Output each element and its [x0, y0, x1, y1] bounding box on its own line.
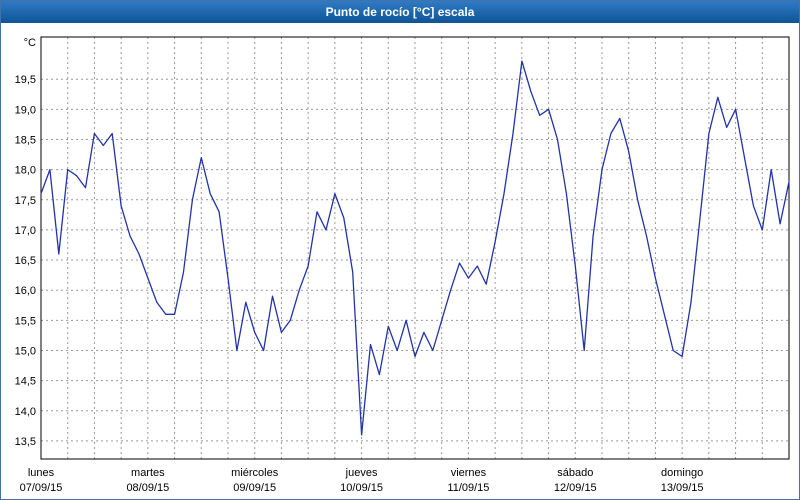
x-axis-day-label: viernes — [451, 467, 487, 479]
y-axis-tick-label: 16,5 — [15, 255, 36, 267]
x-axis-date-label: 09/09/15 — [233, 482, 276, 494]
x-axis-day-label: jueves — [345, 467, 378, 479]
chart-area: 19,5 19,0 18,5 18,0 17,5 17,0 16,5 16,0 15,5 15,0… — [1, 23, 799, 499]
y-axis-tick-label: 15,5 — [15, 315, 36, 327]
y-axis-tick-label: 18,5 — [15, 134, 36, 146]
y-axis-tick-label: 18,0 — [15, 165, 36, 177]
y-axis-tick-label: 15,0 — [15, 345, 36, 357]
x-axis-day-label: miércoles — [231, 467, 279, 479]
plot-frame — [40, 36, 790, 460]
x-axis-date-label: 07/09/15 — [20, 482, 63, 494]
dew-point-line — [40, 60, 790, 436]
x-axis-date-label: 10/09/15 — [340, 482, 383, 494]
y-axis-tick-label: 17,5 — [15, 195, 36, 207]
y-axis-tick-label: 13,5 — [15, 436, 36, 448]
y-axis-unit-label: °C — [24, 37, 36, 49]
y-axis-tick-label: 16,0 — [15, 285, 36, 297]
y-axis-tick-label: 19,0 — [15, 104, 36, 116]
y-axis-tick-label: 17,0 — [15, 225, 36, 237]
y-axis-tick-label: 14,5 — [15, 376, 36, 388]
x-axis-date-label: 13/09/15 — [661, 482, 704, 494]
y-axis-tick-label: 14,0 — [15, 406, 36, 418]
x-axis-day-label: sábado — [557, 467, 593, 479]
window-title: Punto de rocío [°C] escala — [325, 5, 475, 19]
x-axis-date-label: 11/09/15 — [447, 482, 489, 494]
window-titlebar[interactable]: Punto de rocío [°C] escala — [1, 1, 799, 23]
x-axis-date-label: 12/09/15 — [554, 482, 597, 494]
dew-point-line-chart: 19,5 19,0 18,5 18,0 17,5 17,0 16,5 16,0 15,5 15,0… — [15, 36, 790, 494]
x-axis-day-label: domingo — [661, 467, 703, 479]
x-axis-day-label: lunes — [28, 467, 55, 479]
x-axis-date-label: 08/09/15 — [126, 482, 169, 494]
x-axis-day-label: martes — [131, 467, 165, 479]
y-axis-tick-label: 19,5 — [15, 74, 36, 86]
